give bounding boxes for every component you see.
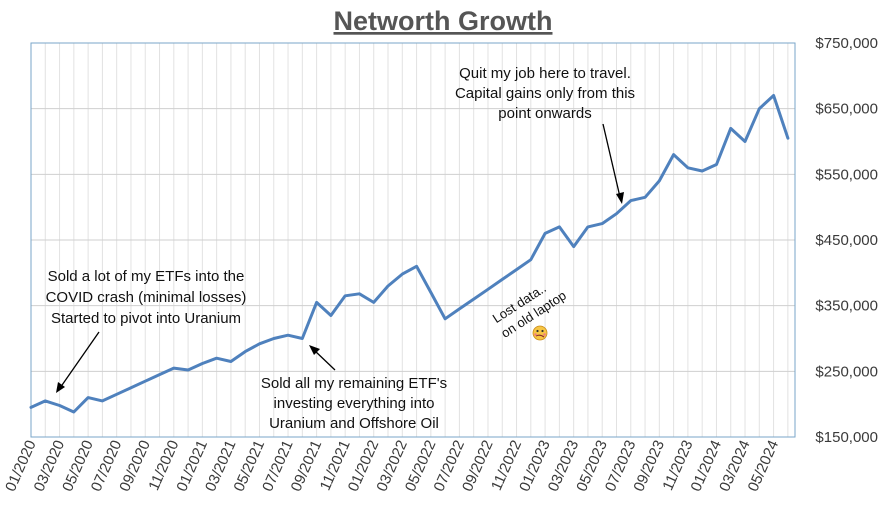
y-tick-label: $150,000: [815, 429, 878, 446]
annotation-lost-data: Lost data.. on old laptop: [490, 280, 569, 340]
y-tick-label: $550,000: [815, 166, 878, 183]
annotation-covid-arrowhead: [56, 382, 65, 393]
y-tick-label: $450,000: [815, 232, 878, 249]
x-axis-ticks: 01/202003/202005/202007/202009/202011/20…: [2, 438, 782, 494]
annotation-sold-etfs: Sold all my remaining ETF's investing ev…: [261, 345, 447, 432]
annotation-sold-etfs-line3: Uranium and Offshore Oil: [269, 415, 439, 432]
annotation-sold-etfs-line2: investing everything into: [274, 395, 435, 412]
plot-border: [30, 42, 796, 438]
annotation-covid: Sold a lot of my ETFs into the COVID cra…: [46, 268, 247, 393]
series-line-layer: [29, 94, 790, 414]
annotation-quit-job-line1: Quit my job here to travel.: [459, 65, 631, 82]
annotation-quit-job: Quit my job here to travel. Capital gain…: [455, 65, 635, 204]
annotation-sold-etfs-line1: Sold all my remaining ETF's: [261, 375, 447, 392]
plot-area: [30, 42, 796, 438]
y-tick-label: $650,000: [815, 101, 878, 118]
networth-series-line: [29, 94, 790, 414]
annotation-covid-line2: COVID crash (minimal losses): [46, 289, 247, 306]
annotation-covid-line1: Sold a lot of my ETFs into the: [48, 268, 245, 285]
annotation-quit-job-arrow: [602, 123, 621, 198]
annotation-sold-etfs-arrow: [313, 349, 336, 371]
annotation-quit-job-line2: Capital gains only from this: [455, 85, 635, 102]
annotation-sold-etfs-arrowhead: [309, 345, 320, 355]
y-tick-label: $350,000: [815, 298, 878, 315]
y-tick-label: $250,000: [815, 363, 878, 380]
annotation-covid-arrow: [59, 331, 100, 389]
y-axis-ticks: $150,000 $250,000 $350,000 $450,000 $550,000…: [815, 35, 878, 446]
annotation-covid-line3: Started to pivot into Uranium: [51, 310, 241, 327]
annotation-quit-job-line3: point onwards: [498, 105, 591, 122]
woozy-face-icon: [532, 325, 548, 341]
y-tick-label: $750,000: [815, 35, 878, 52]
annotation-quit-job-arrowhead: [616, 192, 624, 204]
chart-title: Networth Growth: [334, 6, 553, 36]
